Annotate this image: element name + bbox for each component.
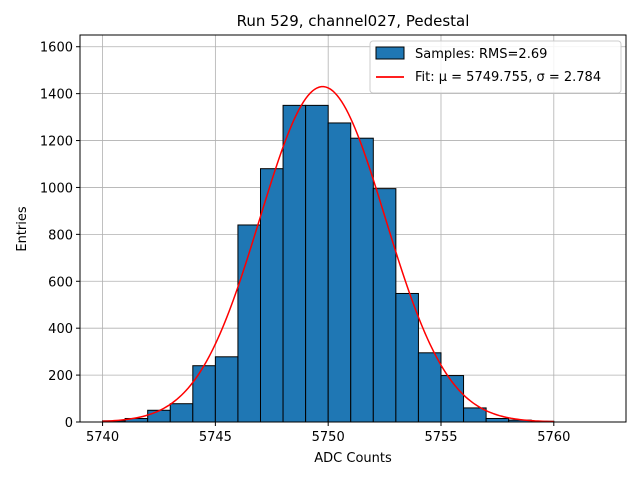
histogram-bars bbox=[102, 104, 555, 423]
legend-box bbox=[369, 40, 622, 94]
histogram-bar bbox=[305, 104, 329, 423]
fit-curve bbox=[102, 85, 554, 423]
histogram-bar bbox=[169, 403, 194, 423]
legend-fit-label: Fit: μ = 5749.755, σ = 2.784 bbox=[415, 70, 601, 85]
x-tick-label: 5745 bbox=[199, 430, 232, 445]
legend: Samples: RMS=2.69 Fit: μ = 5749.755, σ =… bbox=[369, 40, 622, 94]
y-tick-label: 600 bbox=[48, 275, 73, 290]
histogram-bar bbox=[372, 188, 397, 423]
histogram-bar bbox=[147, 409, 171, 423]
histogram-bar bbox=[417, 352, 442, 423]
histogram-bar bbox=[282, 104, 307, 423]
y-axis-ticks: 0 200 400 600 800 1000 1200 1400 1600 bbox=[40, 41, 80, 431]
x-tick-label: 5760 bbox=[537, 430, 570, 445]
axes-frame bbox=[79, 34, 627, 423]
x-axis-ticks: 5740 5745 5750 5755 5760 bbox=[86, 422, 570, 445]
y-tick-label: 1000 bbox=[40, 181, 73, 196]
chart-title: Run 529, channel027, Pedestal bbox=[237, 12, 470, 30]
x-tick-label: 5750 bbox=[312, 430, 345, 445]
legend-histogram-swatch bbox=[375, 46, 405, 60]
y-tick-label: 1200 bbox=[40, 135, 73, 150]
histogram-bar bbox=[192, 365, 216, 423]
y-axis-title: Entries bbox=[15, 206, 30, 252]
histogram-bar bbox=[485, 417, 510, 423]
histogram-bar bbox=[350, 137, 374, 423]
y-tick-label: 400 bbox=[48, 322, 73, 337]
x-axis-title: ADC Counts bbox=[314, 451, 392, 466]
histogram-bar bbox=[327, 122, 352, 423]
y-tick-label: 0 bbox=[65, 416, 73, 431]
y-tick-label: 200 bbox=[48, 369, 73, 384]
histogram-bar bbox=[395, 292, 419, 423]
x-tick-label: 5740 bbox=[86, 430, 119, 445]
x-tick-label: 5755 bbox=[424, 430, 457, 445]
y-tick-label: 1400 bbox=[40, 88, 73, 103]
y-tick-label: 800 bbox=[48, 228, 73, 243]
histogram-bar bbox=[463, 407, 487, 423]
histogram-bar bbox=[214, 356, 239, 423]
legend-histogram-label: Samples: RMS=2.69 bbox=[415, 47, 547, 62]
y-tick-label: 1600 bbox=[40, 41, 73, 56]
